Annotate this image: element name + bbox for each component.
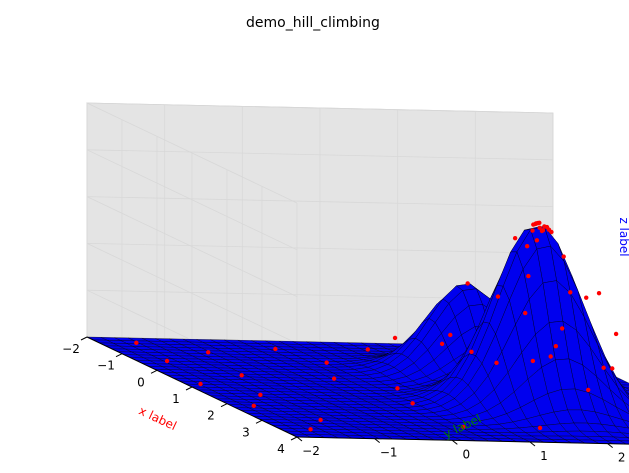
scatter-point: [613, 331, 619, 337]
scatter-point: [251, 403, 256, 409]
surface-mesh: [86, 226, 629, 445]
grid-line: [86, 243, 554, 344]
scatter-points: [134, 220, 619, 432]
scatter-point: [198, 381, 203, 387]
tick-marks: [80, 336, 629, 449]
x-tick: [255, 419, 263, 424]
scatter-point: [331, 376, 337, 381]
scatter-point: [469, 349, 474, 355]
scatter-point: [324, 360, 329, 365]
scatter-point: [494, 360, 499, 366]
scatter-point: [523, 310, 528, 316]
scatter-point: [584, 295, 589, 300]
scatter-point: [365, 347, 370, 352]
scatter-point: [549, 229, 554, 235]
scatter-point: [561, 254, 566, 259]
scatter-point: [548, 354, 553, 359]
x-tick-label: 4: [277, 442, 285, 456]
scatter-point: [460, 424, 466, 430]
x-tick: [290, 436, 298, 441]
grid-line: [86, 196, 554, 297]
x-tick-label: 2: [207, 409, 215, 423]
y-tick-label: 1: [540, 449, 548, 463]
scatter-point: [392, 335, 398, 341]
scatter-point: [553, 344, 559, 349]
scatter-point: [526, 273, 531, 279]
chart-title: demo_hill_climbing: [246, 15, 380, 31]
y-tick: [607, 443, 613, 449]
scatter-point: [512, 235, 518, 241]
scatter-point: [410, 401, 415, 406]
scatter-point: [448, 332, 453, 338]
scatter-point: [596, 290, 602, 296]
scatter-point: [318, 417, 323, 423]
scatter-point: [524, 244, 530, 249]
scatter-point: [568, 290, 573, 295]
y-tick: [296, 436, 303, 442]
x-tick-label: 0: [137, 375, 145, 389]
y-tick: [452, 439, 458, 445]
x-tick: [80, 336, 88, 341]
scatter-point: [531, 222, 536, 227]
y-tick-label: −1: [380, 446, 398, 460]
scatter-point: [273, 346, 278, 352]
x-tick-label: 1: [172, 392, 180, 406]
y-tick: [529, 441, 536, 447]
scatter-point: [530, 358, 536, 364]
x-tick: [115, 353, 123, 358]
scatter-point: [395, 386, 400, 391]
scatter-point: [586, 387, 591, 393]
x-tick-label: −1: [97, 359, 115, 373]
scatter-point: [439, 341, 445, 347]
x-tick-label: 3: [242, 425, 250, 439]
scatter-point: [540, 228, 546, 233]
scatter-point: [530, 228, 535, 233]
grid-line: [86, 149, 554, 251]
scatter-point: [537, 425, 543, 431]
scatter-point: [601, 365, 606, 370]
scatter-point: [495, 294, 501, 299]
scatter-point: [206, 350, 211, 355]
x-tick: [220, 403, 228, 408]
scatter-point: [134, 340, 139, 346]
scatter-point: [308, 427, 313, 432]
y-tick: [374, 438, 380, 444]
y-tick-label: 0: [463, 447, 471, 461]
scatter-point: [534, 238, 540, 243]
x-tick: [185, 386, 193, 391]
x-tick: [150, 369, 158, 374]
x-axis-label: x label: [137, 404, 179, 434]
scatter-point: [465, 281, 470, 286]
scatter-point: [537, 225, 542, 231]
scatter-point: [164, 358, 170, 364]
z-axis-label: z label: [617, 217, 629, 256]
scatter-point: [610, 366, 615, 371]
scatter-point: [537, 220, 542, 226]
scatter-point: [544, 224, 550, 230]
y-tick-label: −2: [302, 444, 320, 458]
scatter-point: [559, 326, 565, 331]
x-tick-label: −2: [62, 342, 80, 356]
grid-line: [86, 102, 554, 204]
scatter-point: [258, 392, 263, 398]
y-tick-label: 2: [618, 451, 626, 465]
scatter-point: [239, 373, 244, 378]
